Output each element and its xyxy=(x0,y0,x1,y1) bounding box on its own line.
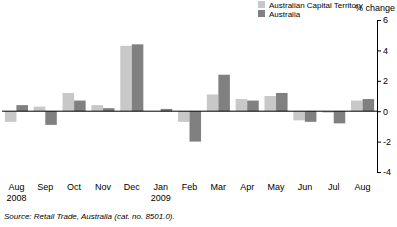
y-tick-label: 0 xyxy=(383,107,388,117)
x-tick-label: Feb xyxy=(182,182,198,192)
legend-swatch xyxy=(258,10,265,17)
x-tick: Aug xyxy=(355,182,371,192)
legend-label: Australian Capital Territory xyxy=(269,1,363,10)
bar xyxy=(190,111,202,141)
bar xyxy=(363,99,375,111)
bar xyxy=(351,101,363,112)
x-tick-label-line: Sep xyxy=(37,182,53,192)
y-axis: -4 -2 0 2 4 6 xyxy=(377,15,391,177)
y-tick: 4 xyxy=(377,46,388,56)
x-tick: Nov xyxy=(95,182,112,192)
bar xyxy=(293,111,305,120)
bar xyxy=(305,111,317,122)
x-tick-label: Sep xyxy=(37,182,53,192)
y-tick-label: -2 xyxy=(383,137,391,147)
source-note: Source: Retail Trade, Australia (cat. no… xyxy=(4,212,175,221)
x-tick: Sep xyxy=(37,182,53,192)
bar xyxy=(91,105,103,111)
bar xyxy=(178,111,190,122)
y-tick-mark xyxy=(377,172,381,173)
x-tick: Jun xyxy=(298,182,313,192)
y-tick-mark xyxy=(377,111,381,112)
y-axis-line xyxy=(378,21,382,173)
y-tick-label: 6 xyxy=(383,15,388,25)
y-tick: -2 xyxy=(377,137,391,147)
legend: Australian Capital TerritoryAustralia xyxy=(258,1,363,19)
x-tick-label-line: 2009 xyxy=(151,193,171,203)
x-tick-label-line: Aug xyxy=(355,182,371,192)
y-tick: 2 xyxy=(377,76,388,86)
bar xyxy=(247,101,259,112)
x-tick: May xyxy=(268,182,286,192)
x-tick-label: Jun xyxy=(298,182,313,192)
x-tick-label-line: Jan xyxy=(153,182,168,192)
x-tick-label: Aug xyxy=(355,182,371,192)
chart-svg: -4-20246Aug2008SepOctNovDecJan2009FebMar… xyxy=(0,0,397,227)
y-tick-label: -4 xyxy=(383,167,391,177)
y-tick-mark xyxy=(377,81,381,82)
bar xyxy=(45,111,57,125)
bar xyxy=(132,44,144,111)
bar xyxy=(334,111,346,123)
x-tick: Feb xyxy=(182,182,198,192)
x-tick-label-line: Oct xyxy=(67,182,82,192)
y-tick: 6 xyxy=(377,15,388,25)
bar xyxy=(16,105,28,111)
x-tick-label: Jan2009 xyxy=(151,182,171,203)
x-tick-label-line: Nov xyxy=(95,182,112,192)
x-tick-label-line: Feb xyxy=(182,182,198,192)
x-tick-label: May xyxy=(268,182,286,192)
bar xyxy=(63,93,75,111)
bar xyxy=(276,93,288,111)
x-tick-label-line: Jul xyxy=(328,182,340,192)
legend-label: Australia xyxy=(269,10,301,19)
bar xyxy=(218,75,230,111)
bar xyxy=(34,107,46,112)
x-tick: Dec xyxy=(124,182,141,192)
x-tick-label-line: Dec xyxy=(124,182,141,192)
bar xyxy=(236,99,248,111)
x-tick: Aug2008 xyxy=(6,182,26,203)
bar xyxy=(265,96,277,111)
bar xyxy=(74,101,86,112)
x-tick-label-line: Mar xyxy=(211,182,227,192)
y-tick: -4 xyxy=(377,167,391,177)
x-tick-label: Oct xyxy=(67,182,82,192)
x-tick-label-line: Apr xyxy=(240,182,254,192)
y-tick-mark xyxy=(377,20,381,21)
x-tick-label: Mar xyxy=(211,182,227,192)
x-tick-label: Jul xyxy=(328,182,340,192)
bar xyxy=(120,46,132,111)
x-tick: Oct xyxy=(67,182,82,192)
bar xyxy=(207,94,219,111)
x-tick-label: Apr xyxy=(240,182,254,192)
y-tick-label: 4 xyxy=(383,46,388,56)
bars xyxy=(5,44,374,141)
bar xyxy=(5,111,17,122)
y-tick-mark xyxy=(377,50,381,51)
x-tick-label-line: Jun xyxy=(298,182,313,192)
x-tick: Jul xyxy=(328,182,340,192)
x-tick-label-line: May xyxy=(268,182,286,192)
y-tick-label: 2 xyxy=(383,76,388,86)
x-tick-label-line: Aug xyxy=(8,182,24,192)
zero-line xyxy=(2,111,377,112)
y-tick-mark xyxy=(377,142,381,143)
x-tick-label-line: 2008 xyxy=(6,193,26,203)
x-tick: Jan2009 xyxy=(151,182,171,203)
x-tick-label: Aug2008 xyxy=(6,182,26,203)
x-axis: Aug2008SepOctNovDecJan2009FebMarAprMayJu… xyxy=(6,182,370,203)
x-tick: Apr xyxy=(240,182,254,192)
x-tick: Mar xyxy=(211,182,227,192)
y-tick: 0 xyxy=(377,107,388,117)
x-tick-label: Nov xyxy=(95,182,112,192)
legend-swatch xyxy=(258,1,265,8)
x-tick-label: Dec xyxy=(124,182,141,192)
